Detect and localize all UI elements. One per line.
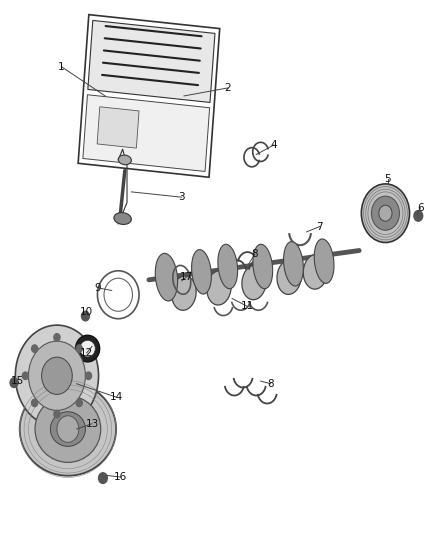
Circle shape [15, 325, 99, 426]
Text: 1: 1 [58, 62, 65, 71]
Polygon shape [88, 20, 215, 102]
Ellipse shape [218, 244, 238, 289]
Ellipse shape [191, 249, 212, 294]
Circle shape [99, 473, 107, 483]
Circle shape [54, 334, 60, 341]
Ellipse shape [303, 255, 328, 289]
Circle shape [57, 416, 79, 442]
Circle shape [22, 372, 28, 379]
Ellipse shape [314, 239, 334, 284]
Circle shape [76, 399, 82, 407]
Ellipse shape [207, 271, 231, 305]
Ellipse shape [35, 395, 101, 462]
Text: 14: 14 [110, 392, 123, 402]
Circle shape [81, 311, 89, 321]
Ellipse shape [20, 383, 116, 475]
Circle shape [28, 341, 85, 410]
Text: 4: 4 [270, 140, 277, 150]
Text: 8: 8 [267, 379, 274, 389]
Polygon shape [83, 95, 210, 172]
Circle shape [414, 211, 423, 221]
Text: 13: 13 [85, 419, 99, 429]
Ellipse shape [283, 241, 304, 286]
Text: 7: 7 [316, 222, 323, 231]
Text: 6: 6 [417, 203, 424, 213]
Ellipse shape [277, 260, 301, 294]
Circle shape [10, 378, 18, 387]
Text: 5: 5 [384, 174, 391, 183]
Ellipse shape [118, 155, 131, 165]
Circle shape [76, 345, 82, 352]
Text: 3: 3 [178, 192, 185, 202]
Ellipse shape [253, 244, 273, 289]
Circle shape [42, 357, 72, 394]
Ellipse shape [242, 265, 266, 300]
Text: 15: 15 [11, 376, 24, 386]
Circle shape [54, 410, 60, 418]
Text: 10: 10 [80, 307, 93, 317]
Ellipse shape [80, 341, 95, 357]
Circle shape [85, 372, 92, 379]
Circle shape [32, 345, 38, 352]
Text: 8: 8 [251, 249, 258, 259]
Text: 16: 16 [114, 472, 127, 482]
Text: 17: 17 [180, 272, 193, 282]
Polygon shape [97, 107, 139, 148]
Circle shape [32, 399, 38, 407]
Ellipse shape [172, 276, 196, 310]
Text: 12: 12 [80, 348, 93, 358]
Ellipse shape [76, 335, 100, 362]
Ellipse shape [50, 411, 85, 447]
Text: 2: 2 [224, 83, 231, 93]
Ellipse shape [155, 253, 178, 301]
Circle shape [361, 184, 410, 243]
Circle shape [379, 205, 392, 221]
Text: 11: 11 [241, 302, 254, 311]
Text: 9: 9 [94, 283, 101, 293]
Circle shape [371, 196, 399, 230]
Ellipse shape [114, 213, 131, 224]
